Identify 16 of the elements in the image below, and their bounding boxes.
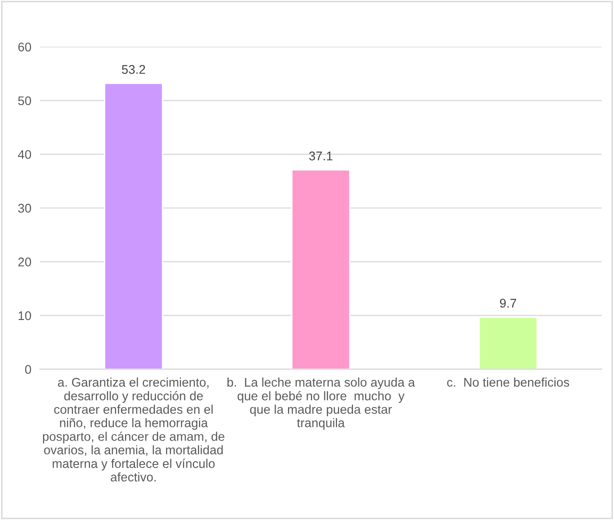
data-label: 37.1 [309, 152, 332, 160]
y-tick-label: 60 [18, 42, 32, 52]
y-tick-label: 50 [18, 96, 32, 106]
data-label: 9.7 [500, 298, 516, 308]
y-tick-label: 10 [18, 311, 32, 320]
data-label: 53.2 [122, 65, 146, 74]
x-tick-label: a. Garantiza el crecimiento, desarrollo y reducción de contraer enfermedades en el niño, reduce la hemorragia posparto, el cáncer de amam, de ovarios, la anemia, la mortalidad materna y fortalece el vínculo afectivo. [42, 378, 224, 482]
y-tick-label: 30 [18, 204, 32, 213]
y-tick-label: 40 [18, 150, 32, 159]
y-tick-label: 0 [25, 365, 32, 374]
bar [291, 169, 351, 370]
bar [104, 82, 164, 370]
x-tick-label: b. La leche materna solo ayuda a que el bebé no llore mucho y que la madre pueda estar tranquila [227, 378, 415, 430]
y-tick-label: 20 [18, 258, 32, 266]
bar [478, 316, 538, 370]
x-tick-label: c. No tiene beneficios [447, 378, 570, 387]
